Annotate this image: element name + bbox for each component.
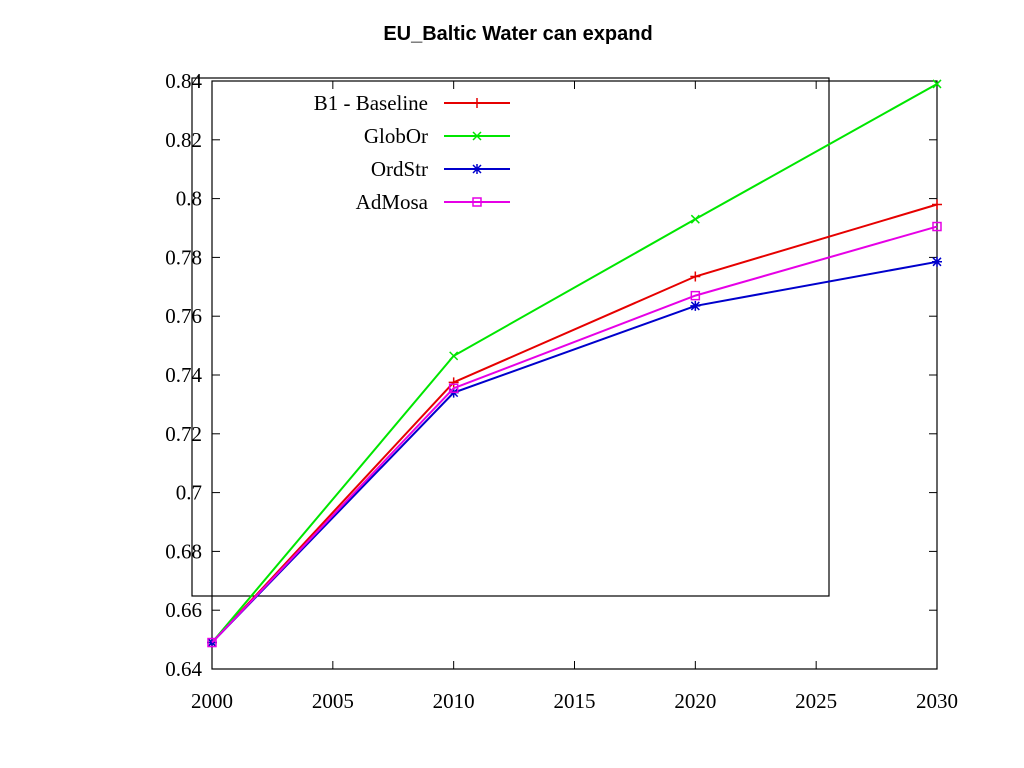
x-tick-label: 2000	[191, 689, 233, 713]
x-tick-label: 2020	[674, 689, 716, 713]
legend-label: GlobOr	[364, 124, 428, 148]
square-marker	[472, 197, 482, 207]
data-point	[207, 637, 217, 648]
plus-marker	[472, 98, 482, 108]
square-marker	[207, 637, 217, 648]
y-tick-label: 0.8	[176, 187, 202, 211]
data-point	[449, 351, 459, 361]
x-tick-label: 2005	[312, 689, 354, 713]
data-point	[932, 221, 942, 232]
y-tick-label: 0.66	[165, 598, 202, 622]
data-series	[207, 79, 942, 648]
y-tick-label: 0.78	[165, 245, 202, 269]
data-point	[448, 377, 459, 388]
x-tick-label: 2030	[916, 689, 958, 713]
legend-marker	[472, 98, 482, 108]
y-tick-label: 0.84	[165, 69, 202, 93]
y-tick-label: 0.7	[176, 481, 202, 505]
legend-marker	[472, 131, 482, 141]
legend: B1 - Baseline GlobOr OrdStr AdMosa	[191, 77, 830, 597]
legend-label: B1 - Baseline	[314, 91, 428, 115]
series-line	[211, 260, 938, 644]
plus-marker	[932, 199, 942, 210]
data-point	[690, 300, 701, 311]
square-marker	[932, 221, 942, 232]
x-tick-label: 2015	[554, 689, 596, 713]
cross-marker	[932, 79, 942, 89]
y-tick-label: 0.76	[165, 304, 202, 328]
x-tick-label: 2010	[433, 689, 475, 713]
series-b1-baseline	[207, 199, 942, 648]
cross-marker	[449, 351, 459, 361]
legend-label: AdMosa	[356, 190, 429, 214]
axis-ticks: 0.64 0.66 0.68 0.7 0.72 0.74 0.76 0.78 0.8 0.82 0.…	[165, 69, 958, 713]
data-point	[932, 79, 942, 89]
data-point	[690, 214, 700, 224]
legend-label: OrdStr	[371, 157, 428, 181]
plot-axes	[211, 80, 938, 670]
data-point	[448, 383, 459, 393]
legend-marker	[472, 197, 482, 207]
legend-frame	[191, 77, 830, 597]
data-point	[932, 256, 942, 267]
y-tick-label: 0.68	[165, 539, 202, 563]
data-point	[932, 199, 942, 210]
y-tick-label: 0.74	[165, 363, 202, 387]
series-ordstr	[207, 256, 942, 648]
star-marker	[472, 164, 482, 174]
plus-marker	[690, 271, 701, 282]
legend-marker	[472, 164, 482, 174]
data-point	[690, 290, 701, 301]
data-point	[690, 271, 701, 282]
y-tick-label: 0.64	[165, 657, 202, 681]
square-marker	[448, 383, 459, 393]
plot-frame	[211, 80, 938, 670]
series-admosa	[207, 221, 942, 648]
y-tick-label: 0.72	[165, 422, 202, 446]
series-line	[211, 83, 938, 644]
star-marker	[690, 300, 701, 311]
square-marker	[690, 290, 701, 301]
y-tick-label: 0.82	[165, 128, 202, 152]
series-line	[211, 225, 938, 644]
cross-marker	[472, 131, 482, 141]
plus-marker	[448, 377, 459, 388]
cross-marker	[690, 214, 700, 224]
x-tick-label: 2025	[795, 689, 837, 713]
series-line	[211, 203, 938, 644]
series-globor	[207, 79, 942, 648]
star-marker	[932, 256, 942, 267]
chart-title: EU_Baltic Water can expand	[383, 23, 652, 45]
